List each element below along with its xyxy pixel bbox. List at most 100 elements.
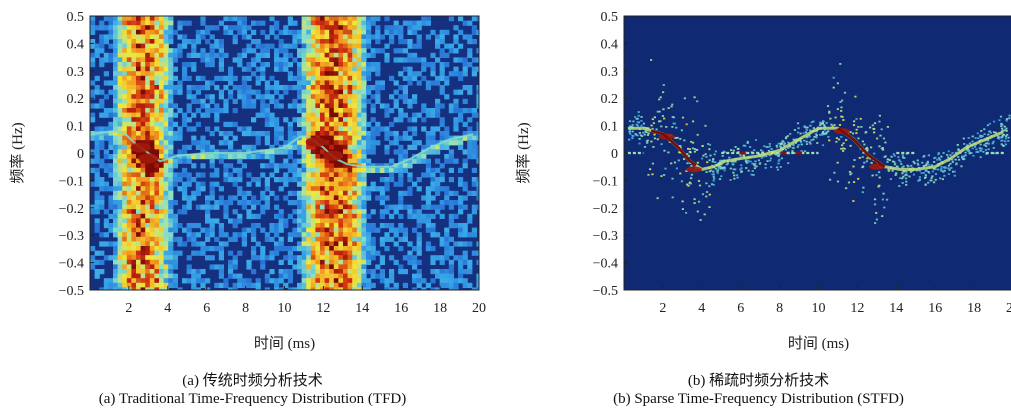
heatmap-cell — [453, 241, 459, 247]
heatmap-cell — [356, 98, 362, 104]
heatmap-cell — [471, 57, 477, 63]
heatmap-cell — [232, 57, 238, 63]
heatmap-cell — [402, 66, 408, 72]
heatmap-streak — [963, 143, 966, 145]
heatmap-cell — [310, 259, 316, 265]
heatmap-cell — [384, 223, 390, 229]
heatmap-cell — [140, 250, 146, 256]
heatmap-cell — [315, 167, 321, 173]
heatmap-cell — [117, 80, 123, 86]
y-tick-label: 0.1 — [601, 120, 619, 135]
heatmap-cell — [476, 57, 479, 63]
heatmap-cell — [145, 39, 151, 45]
heatmap-cell — [108, 167, 114, 173]
heatmap-cell — [306, 112, 312, 118]
heatmap-cell — [338, 103, 344, 109]
heatmap-cell — [398, 29, 404, 35]
heatmap-cell — [214, 117, 220, 123]
heatmap-streak — [667, 151, 670, 154]
heatmap-cell — [352, 278, 358, 284]
heatmap-cell — [379, 186, 385, 192]
heatmap-cell — [343, 149, 349, 155]
heatmap-cell — [398, 167, 404, 173]
heatmap-cell — [209, 232, 215, 238]
heatmap-cell — [324, 167, 330, 173]
heatmap-cell — [232, 255, 238, 261]
heatmap-cell — [292, 43, 298, 49]
heatmap-cell — [352, 103, 358, 109]
heatmap-cell — [278, 85, 284, 91]
heatmap-cell — [237, 158, 243, 164]
heatmap-cell — [458, 232, 464, 238]
heatmap-cell — [448, 48, 454, 54]
heatmap-cell — [338, 273, 344, 279]
heatmap-cell — [255, 57, 261, 63]
heatmap-cell — [356, 172, 362, 178]
heatmap-cell — [453, 158, 459, 164]
heatmap-cell — [103, 241, 109, 247]
heatmap-cell — [333, 246, 339, 252]
heatmap-cell — [458, 135, 464, 141]
heatmap-cell — [389, 177, 395, 183]
heatmap-cell — [301, 259, 307, 265]
heatmap-cell — [154, 250, 160, 256]
heatmap-cell — [398, 57, 404, 63]
heatmap-cell — [264, 177, 270, 183]
x-tick-label: 8 — [776, 301, 783, 316]
heatmap-cell — [218, 52, 224, 58]
heatmap-streak — [988, 122, 991, 125]
heatmap-cell — [251, 154, 257, 160]
heatmap-cell — [458, 16, 464, 22]
heatmap-cell — [320, 25, 326, 31]
heatmap-cell — [108, 34, 114, 40]
heatmap-cell — [251, 103, 257, 109]
heatmap-cell — [453, 34, 459, 40]
heatmap-cell — [315, 186, 321, 192]
heatmap-cell — [113, 232, 119, 238]
heatmap-cell — [398, 25, 404, 31]
heatmap-cell — [246, 227, 252, 233]
heatmap-cell — [131, 278, 137, 284]
heatmap-cell — [412, 71, 418, 77]
heatmap-cell — [352, 117, 358, 123]
heatmap-cell — [113, 135, 119, 141]
heatmap-cell — [195, 273, 201, 279]
heatmap-cell — [343, 112, 349, 118]
heatmap-cell — [343, 181, 349, 187]
heatmap-cell — [407, 25, 413, 31]
heatmap-cell — [182, 62, 188, 68]
heatmap-cell — [172, 103, 178, 109]
heatmap-cell — [393, 149, 399, 155]
heatmap-cell — [223, 16, 229, 22]
heatmap-cell — [260, 52, 266, 58]
y-tick-label: 0.2 — [67, 92, 85, 107]
heatmap-cell — [209, 190, 215, 196]
stfd-chart: 24681012141618200.50.40.30.20.10−0.1−0.2… — [515, 10, 1011, 352]
heatmap-cell — [209, 62, 215, 68]
heatmap-cell — [366, 190, 372, 196]
heatmap-streak — [635, 123, 638, 126]
heatmap-cell — [416, 177, 422, 183]
heatmap-cell — [361, 255, 367, 261]
heatmap-cell — [223, 200, 229, 206]
heatmap-cell — [329, 223, 335, 229]
heatmap-cell — [306, 16, 312, 22]
heatmap-streak — [714, 161, 717, 164]
heatmap-cell — [333, 236, 339, 242]
heatmap-cell — [370, 126, 376, 132]
heatmap-cell — [126, 140, 132, 146]
heatmap-cell — [274, 246, 280, 252]
heatmap-cell — [163, 149, 169, 155]
heatmap-cell — [421, 75, 427, 81]
heatmap-cell — [90, 39, 96, 45]
heatmap-streak — [976, 150, 979, 153]
heatmap-cell — [398, 213, 404, 219]
heatmap-cell — [343, 154, 349, 160]
heatmap-streak — [998, 119, 1001, 122]
heatmap-cell — [292, 177, 298, 183]
heatmap-cell — [462, 269, 468, 275]
heatmap-cell — [140, 98, 146, 104]
heatmap-streak — [768, 154, 771, 157]
x-tick-label: 6 — [203, 301, 210, 316]
heatmap-streak — [732, 171, 735, 174]
